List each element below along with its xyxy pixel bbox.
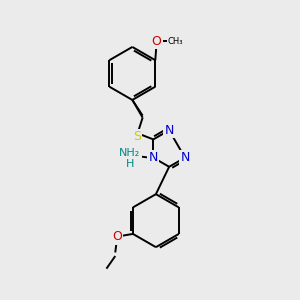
Text: H: H [126,158,134,169]
Text: N: N [180,151,190,164]
Text: NH₂: NH₂ [119,148,140,158]
Text: N: N [148,151,158,164]
Text: N: N [164,124,174,137]
Text: O: O [112,230,122,243]
Text: S: S [133,130,141,143]
Text: CH₃: CH₃ [168,37,183,46]
Text: O: O [152,34,161,48]
